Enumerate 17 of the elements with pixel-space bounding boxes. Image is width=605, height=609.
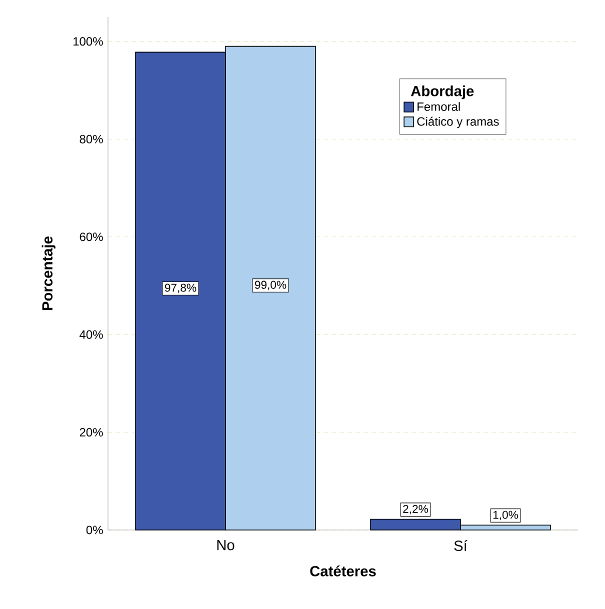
- x-tick-label: Sí: [454, 540, 468, 551]
- y-axis-title: Porcentaje: [42, 236, 56, 310]
- y-tick-label: 0%: [86, 526, 103, 534]
- y-tick-label: 20%: [80, 428, 103, 437]
- legend-title: Abordaje: [410, 85, 474, 100]
- data-label: 1,0%: [493, 510, 518, 520]
- data-label: 99,0%: [254, 280, 286, 290]
- data-label: 2,2%: [403, 504, 428, 514]
- y-tick-label: 60%: [80, 232, 103, 242]
- x-axis-title: Catéteres: [310, 565, 376, 576]
- legend-label: Ciático y ramas: [417, 116, 499, 128]
- y-tick-label: 100%: [74, 37, 103, 46]
- y-tick-label: 40%: [80, 330, 103, 339]
- data-label: 97,8%: [164, 284, 196, 294]
- y-tick-label: 80%: [80, 134, 103, 144]
- legend-label: Femoral: [418, 102, 460, 111]
- x-tick-label: No: [217, 540, 234, 550]
